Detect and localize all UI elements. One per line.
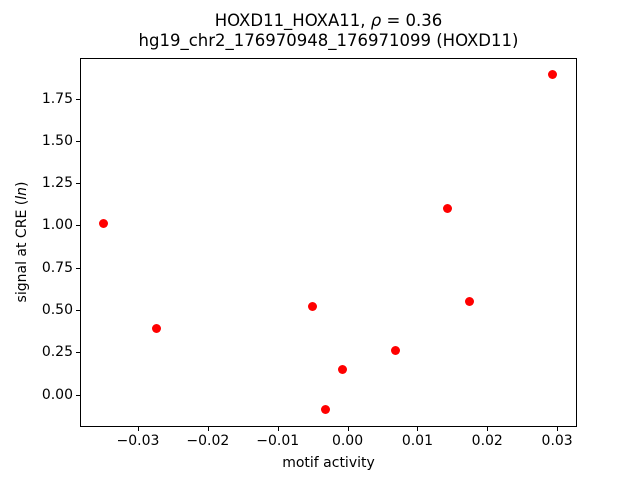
y-tick-label: 1.50 <box>41 132 73 149</box>
data-point <box>442 204 452 213</box>
y-tick-label: 0.25 <box>41 344 73 361</box>
data-point <box>390 346 400 356</box>
data-point <box>465 297 475 307</box>
x-tick-mark <box>277 427 279 431</box>
data-point <box>152 324 162 334</box>
y-tick-mark <box>76 183 80 185</box>
title-correlation-value: = 0.36 <box>381 11 443 30</box>
y-axis-label-prefix: signal at CRE ( <box>14 199 30 303</box>
chart-subtitle: hg19_chr2_176970948_176971099 (HOXD11) <box>138 31 519 50</box>
x-tick-mark <box>557 427 559 431</box>
y-tick-label: 0.00 <box>41 386 73 403</box>
y-tick-mark <box>76 352 80 354</box>
y-tick-label: 0.75 <box>41 259 73 276</box>
rho-symbol: ρ <box>370 11 382 30</box>
x-tick-mark <box>417 427 419 431</box>
y-tick-mark <box>76 267 80 269</box>
data-point <box>308 302 318 312</box>
y-tick-mark <box>76 394 80 396</box>
y-tick-label: 0.50 <box>41 301 73 318</box>
data-point <box>321 405 331 415</box>
data-point <box>338 364 348 374</box>
x-tick-mark <box>347 427 349 431</box>
x-tick-mark <box>137 427 139 431</box>
x-tick-label: −0.03 <box>116 433 160 449</box>
y-tick-mark <box>76 98 80 100</box>
x-tick-mark <box>487 427 489 431</box>
y-tick-mark <box>76 140 80 142</box>
x-axis-label: motif activity <box>282 455 375 471</box>
chart-title: HOXD11_HOXA11, ρ = 0.36 hg19_chr2_176970… <box>80 11 577 51</box>
y-tick-label: 1.75 <box>41 90 73 107</box>
x-tick-label: −0.01 <box>256 433 300 449</box>
title-gene-pair: HOXD11_HOXA11, <box>214 11 371 30</box>
data-point <box>98 219 108 229</box>
x-tick-label: −0.02 <box>186 433 230 449</box>
y-axis-label: signal at CRE (ln) <box>14 182 30 303</box>
plot-area <box>80 58 577 427</box>
y-tick-mark <box>76 225 80 227</box>
chart-title-line1: HOXD11_HOXA11, ρ = 0.36 <box>80 11 577 31</box>
y-tick-label: 1.00 <box>41 217 73 234</box>
x-tick-label: 0.00 <box>331 433 364 449</box>
y-tick-mark <box>76 309 80 311</box>
data-point <box>547 70 557 80</box>
x-tick-label: 0.03 <box>541 433 573 449</box>
x-tick-label: 0.01 <box>401 433 433 449</box>
x-tick-label: 0.02 <box>471 433 503 449</box>
x-tick-mark <box>207 427 209 431</box>
y-tick-label: 1.25 <box>41 175 73 192</box>
